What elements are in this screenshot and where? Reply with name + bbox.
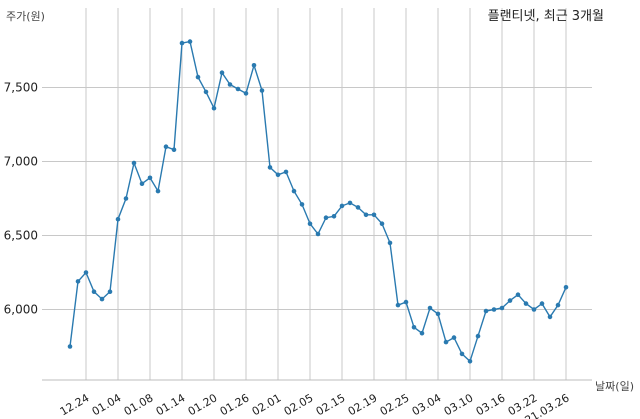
y-tick-label: 6,500 <box>4 229 38 243</box>
data-point <box>507 298 513 303</box>
x-tick-label: 02.01 <box>250 391 284 418</box>
data-point <box>155 188 161 194</box>
data-point <box>243 91 249 96</box>
data-point <box>131 160 137 166</box>
x-tick-label: 03.10 <box>442 391 476 418</box>
data-point <box>275 172 281 178</box>
x-tick-label: 12.24 <box>58 391 92 418</box>
data-point <box>531 307 537 312</box>
data-point <box>147 175 153 181</box>
data-point <box>363 212 369 218</box>
data-point <box>139 181 145 186</box>
data-point <box>523 301 529 306</box>
data-point <box>379 221 385 226</box>
price-data-points <box>67 39 569 364</box>
data-point <box>563 285 569 290</box>
data-point <box>355 205 361 210</box>
data-point <box>307 221 313 226</box>
data-point <box>163 144 169 149</box>
data-point <box>339 203 345 209</box>
data-point <box>539 301 545 306</box>
data-point <box>211 105 217 111</box>
data-point <box>515 292 521 298</box>
data-point <box>67 344 73 349</box>
x-tick-label: 02.05 <box>282 391 316 418</box>
x-tick-label: 02.19 <box>346 391 380 418</box>
data-point <box>443 339 449 345</box>
data-point <box>555 302 561 308</box>
data-point <box>491 307 497 312</box>
data-point <box>171 147 177 152</box>
data-point <box>267 165 273 170</box>
data-point <box>331 214 337 219</box>
data-point <box>219 70 225 75</box>
data-point <box>99 296 105 302</box>
x-tick-label: 03.04 <box>410 391 444 418</box>
x-tick-label: 02.15 <box>314 391 348 418</box>
data-point <box>227 82 233 87</box>
x-tick-label: 01.14 <box>154 391 188 418</box>
x-tick-label: 01.04 <box>90 391 124 418</box>
data-point <box>459 351 465 357</box>
data-point <box>291 188 297 194</box>
x-tick-label: 03.16 <box>474 391 508 418</box>
data-point <box>403 299 409 305</box>
data-point <box>91 289 97 295</box>
data-point <box>235 86 241 92</box>
y-tick-label: 6,000 <box>4 303 38 317</box>
data-point <box>123 196 129 201</box>
data-point <box>315 231 321 237</box>
data-point <box>411 325 417 330</box>
data-point <box>115 216 121 222</box>
data-point <box>499 305 505 311</box>
data-point <box>283 169 289 175</box>
y-tick-labels: 6,000 6,500 7,000 7,500 <box>4 81 38 317</box>
data-point <box>387 240 393 246</box>
data-point <box>83 270 89 275</box>
data-point <box>547 314 553 320</box>
x-tick-label: 01.20 <box>186 391 220 418</box>
y-axis-label: 주가(원) <box>6 10 45 23</box>
data-point <box>419 330 425 336</box>
data-point <box>427 305 433 311</box>
data-point <box>203 89 209 95</box>
x-tick-label: 02.25 <box>378 391 412 418</box>
data-point <box>179 40 185 46</box>
data-point <box>323 215 329 220</box>
price-series-line <box>69 40 567 363</box>
y-tick-label: 7,000 <box>4 155 38 169</box>
data-point <box>371 212 377 218</box>
data-point <box>451 335 457 340</box>
chart-title: 플랜티넷, 최근 3개월 <box>488 9 604 24</box>
data-point <box>259 88 265 93</box>
data-point <box>475 333 481 339</box>
y-tick-label: 7,500 <box>4 81 38 95</box>
x-tick-label: 01.26 <box>218 391 252 418</box>
data-point <box>187 39 193 44</box>
data-point <box>467 359 473 364</box>
grid-lines <box>42 8 592 380</box>
data-point <box>251 63 257 68</box>
data-point <box>195 74 201 80</box>
data-point <box>299 202 305 207</box>
data-point <box>347 200 353 206</box>
data-point <box>107 289 113 295</box>
data-point <box>395 302 401 308</box>
data-point <box>483 308 489 314</box>
data-point <box>435 311 441 317</box>
x-axis-label: 날짜(일) <box>595 379 634 393</box>
data-point <box>75 279 81 284</box>
x-tick-labels: 12.2401.0401.0801.1401.2001.2602.0102.05… <box>58 391 572 419</box>
x-tick-label: 01.08 <box>122 391 156 418</box>
